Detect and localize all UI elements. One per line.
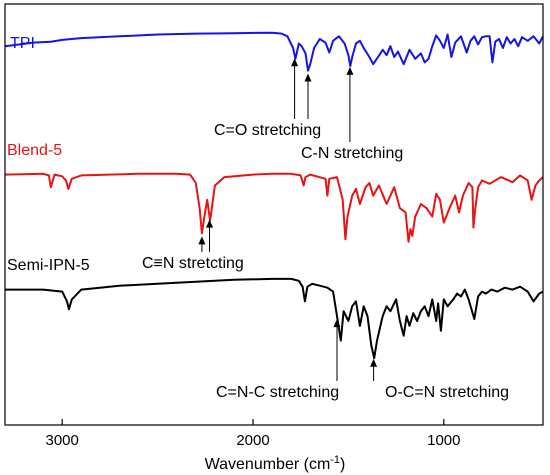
series-label-tpi: TPI <box>10 35 35 52</box>
x-axis-title-superscript: -1 <box>330 454 340 466</box>
annotation-cnc-arrow-0-head <box>333 319 341 328</box>
x-tick-label-2000: 2000 <box>236 432 269 449</box>
x-axis-title-main: Wavenumber (cm <box>205 456 331 473</box>
annotations-group: C=O stretching C-N stretching C≡N stretc… <box>142 58 509 401</box>
annotation-co-label: C=O stretching <box>214 122 321 139</box>
annotation-ocn-label: O-C=N stretching <box>385 384 509 401</box>
x-tick-label-3000: 3000 <box>46 432 79 449</box>
annotation-ocn-arrow-0-head <box>370 358 378 367</box>
series-line-tpi <box>4 31 544 72</box>
annotation-cn-triple-label: C≡N stretcting <box>142 255 244 272</box>
series-line-blend-5 <box>4 172 544 243</box>
x-axis-title-close: ) <box>340 456 345 473</box>
annotation-cn-arrow-0-head <box>346 66 354 75</box>
annotation-cn-triple-arrow-1-head <box>206 219 214 228</box>
annotation-cnc-label: C=N-C stretching <box>216 384 339 401</box>
plot-frame <box>4 3 544 426</box>
x-axis: 3000 2000 1000 <box>46 419 460 449</box>
x-axis-title: Wavenumber (cm-1) <box>205 454 346 473</box>
series-line-semi-ipn-5 <box>5 277 544 360</box>
spectra-group <box>4 31 544 360</box>
annotation-co-arrow-1-head <box>304 73 312 82</box>
series-label-blend5: Blend-5 <box>7 142 62 159</box>
annotation-cn-label: C-N stretching <box>301 145 403 162</box>
annotation-cn-triple-arrow-0-head <box>198 236 206 245</box>
series-labels-group: TPI Blend-5 Semi-IPN-5 <box>7 35 90 274</box>
annotation-co-arrow-0-head <box>291 58 299 67</box>
series-label-semi-ipn5: Semi-IPN-5 <box>7 257 90 274</box>
x-tick-label-1000: 1000 <box>427 432 460 449</box>
